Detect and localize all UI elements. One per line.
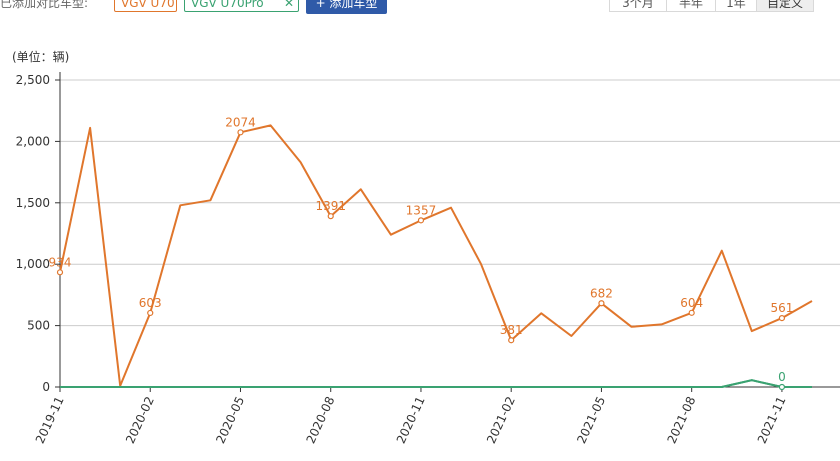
data-point[interactable] [598,300,605,307]
toolbar: 已添加对比车型: VGV U70 VGV U70Pro ✕ + 添加车型 3个月 … [0,0,840,16]
y-tick-label: 1,000 [16,257,50,271]
y-tick-label: 2,000 [16,134,50,148]
x-tick-label: 2019-11 [33,394,67,445]
data-label: 604 [680,296,703,310]
data-label: 1391 [315,199,346,213]
data-point[interactable] [327,213,334,220]
data-label: 561 [770,301,793,315]
compare-label: 已添加对比车型: [0,0,89,10]
data-label: 682 [590,286,613,300]
y-tick-label: 2,500 [16,73,50,87]
y-axis: 0 500 1,000 1,500 2,000 2,500 [16,72,61,394]
series-line [59,124,813,387]
chip-label: VGV U70 [121,0,175,10]
add-model-button[interactable]: + 添加车型 [306,0,387,14]
compare-chip-u70[interactable]: VGV U70 [114,0,177,12]
data-label: 2074 [225,115,256,129]
x-tick-label: 2020-05 [213,394,247,445]
y-tick-label: 0 [42,380,50,394]
y-tick-label: 1,500 [16,196,50,210]
data-point[interactable] [237,129,244,136]
data-label: 1357 [406,203,437,217]
x-axis: 2019-11 2020-02 2020-05 2020-08 2020-11 2021-… [33,386,840,446]
data-point[interactable] [508,337,515,344]
data-label: 0 [778,370,786,384]
data-label: 934 [49,255,72,269]
range-custom[interactable]: 自定义 [756,0,814,12]
series-group: 934 603 2074 1391 1357 381 682 604 561 0 [49,115,813,391]
chip-label: VGV U70Pro [191,0,264,10]
series-line [60,379,812,388]
time-range-selector: 3个月 半年 1年 自定义 [609,0,814,12]
data-label: 603 [139,296,162,310]
x-tick-label: 2021-05 [574,394,608,445]
data-point[interactable] [56,269,64,276]
data-point[interactable] [688,309,695,316]
grid-lines [60,79,840,327]
data-point[interactable] [778,383,786,391]
y-tick-label: 500 [27,319,50,333]
compare-chip-u70pro[interactable]: VGV U70Pro ✕ [184,0,299,12]
data-point[interactable] [778,315,786,322]
data-point[interactable] [147,309,154,317]
data-point[interactable] [417,217,425,224]
series-line [60,379,812,388]
x-tick-label: 2020-08 [304,394,338,445]
x-tick-label: 2021-08 [665,394,699,445]
data-label: 381 [500,323,523,337]
unit-label: (单位：辆) [12,49,69,64]
close-icon[interactable]: ✕ [283,0,294,10]
x-tick-label: 2021-11 [755,394,789,445]
x-tick-label: 2020-02 [123,394,157,445]
x-tick-label: 2021-02 [484,394,518,445]
x-tick-label: 2020-11 [394,394,428,445]
